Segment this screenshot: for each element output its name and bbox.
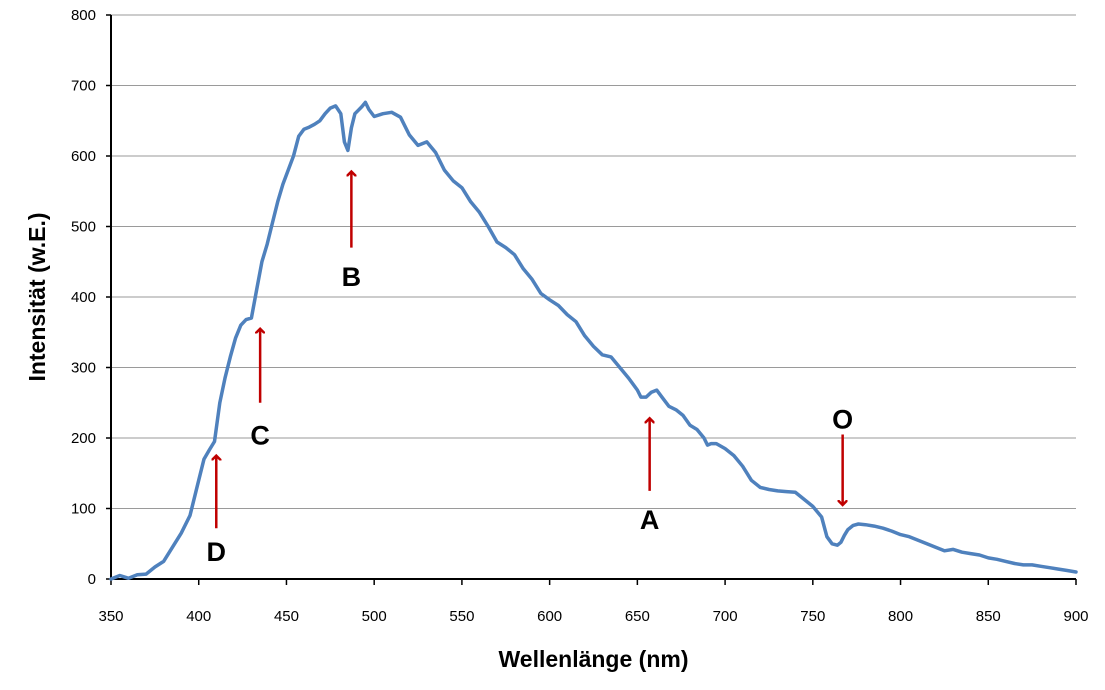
- y-tick-label: 800: [71, 7, 96, 24]
- x-tick-label: 650: [625, 608, 650, 625]
- y-tick-label: 300: [71, 360, 96, 377]
- series-line: [109, 100, 1078, 581]
- tick-labels: 0 100 200 300 400 500 600 700 800 350 400 450 500 550…: [71, 7, 1089, 625]
- x-axis-title: Wellenlänge (nm): [499, 646, 689, 672]
- y-tick-label: 500: [71, 219, 96, 236]
- annotation-label-d: D: [207, 537, 227, 567]
- x-tick-label: 550: [449, 608, 474, 625]
- x-tick-label: 750: [800, 608, 825, 625]
- x-tick-label: 350: [98, 608, 123, 625]
- x-tick-label: 700: [713, 608, 738, 625]
- x-tick-label: 850: [976, 608, 1001, 625]
- y-tick-label: 200: [71, 430, 96, 447]
- y-axis-title: Intensität (w.E.): [24, 212, 50, 381]
- y-tick-label: 100: [71, 501, 96, 518]
- annotation-label-b: B: [342, 262, 362, 292]
- x-tick-label: 900: [1063, 608, 1088, 625]
- annotation-label-o: O: [832, 404, 853, 434]
- axes: [106, 14, 1077, 585]
- annotation-label-c: C: [250, 420, 270, 450]
- x-tick-label: 400: [186, 608, 211, 625]
- y-tick-label: 700: [71, 78, 96, 95]
- y-tick-label: 400: [71, 289, 96, 306]
- series-layer: [109, 100, 1078, 581]
- x-tick-label: 500: [362, 608, 387, 625]
- x-tick-label: 450: [274, 608, 299, 625]
- y-tick-label: 600: [71, 148, 96, 165]
- x-tick-label: 600: [537, 608, 562, 625]
- annotation-label-a: A: [640, 505, 660, 535]
- annotation-layer: D C B A O: [207, 172, 853, 567]
- y-tick-label: 0: [88, 571, 96, 588]
- x-tick-label: 800: [888, 608, 913, 625]
